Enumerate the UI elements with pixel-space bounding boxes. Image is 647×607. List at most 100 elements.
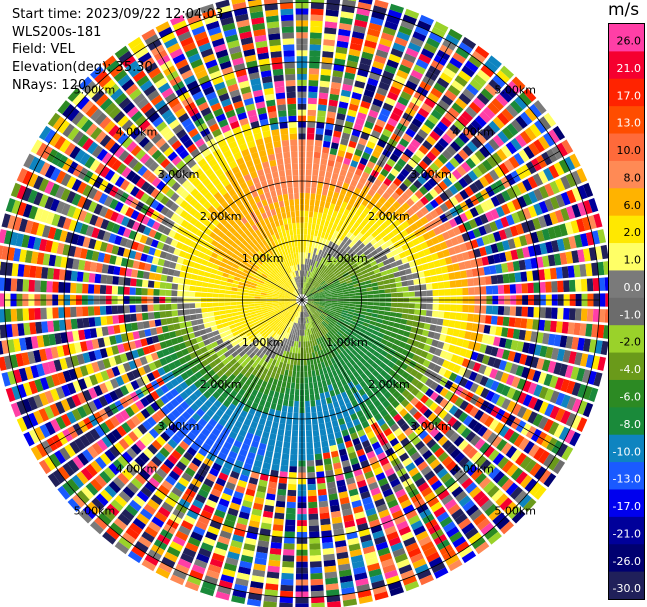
gate: [403, 536, 417, 547]
gate: [391, 266, 399, 273]
gate: [93, 240, 103, 251]
gate: [360, 365, 368, 373]
gate: [317, 288, 324, 293]
gate: [303, 341, 306, 348]
gate: [303, 288, 305, 295]
gate: [358, 415, 367, 424]
gate: [305, 347, 309, 354]
gate: [425, 254, 433, 263]
gate: [270, 371, 276, 379]
gate: [153, 249, 162, 258]
gate: [303, 276, 305, 283]
gate: [419, 574, 434, 586]
gate: [524, 258, 532, 270]
gate: [24, 250, 33, 264]
gate: [425, 388, 434, 398]
gate: [117, 246, 125, 257]
gate: [46, 307, 53, 319]
gate: [479, 343, 487, 354]
gate: [310, 307, 316, 313]
gate: [478, 225, 487, 236]
gate: [119, 237, 128, 247]
gate: [368, 72, 381, 81]
gate: [489, 325, 497, 335]
gate: [505, 445, 518, 459]
gate: [490, 275, 498, 285]
gate: [554, 178, 566, 192]
gate: [320, 74, 331, 82]
gate: [370, 238, 378, 246]
gate: [313, 298, 320, 300]
gate: [431, 562, 446, 574]
gate: [485, 198, 495, 210]
gate: [307, 301, 314, 303]
gate: [153, 424, 164, 435]
gate: [417, 461, 429, 472]
gate: [471, 451, 483, 464]
gate: [361, 347, 368, 354]
gate: [154, 273, 162, 281]
gate: [474, 216, 484, 227]
gate: [82, 505, 97, 520]
gate: [448, 372, 458, 382]
gate: [226, 436, 235, 445]
gate: [380, 324, 388, 330]
gate: [285, 513, 296, 520]
gate: [367, 381, 375, 390]
gate: [433, 332, 441, 340]
gate: [243, 543, 256, 552]
gate: [405, 509, 418, 520]
gate: [388, 336, 396, 344]
gate: [430, 109, 443, 120]
gate: [256, 404, 264, 412]
gate: [456, 356, 465, 366]
gate: [355, 474, 365, 483]
gate: [348, 241, 355, 248]
gate: [232, 534, 244, 543]
gate: [442, 273, 450, 281]
gate: [126, 482, 139, 494]
gate: [473, 248, 482, 258]
gate: [126, 447, 138, 459]
gate: [403, 330, 411, 338]
gate: [344, 176, 352, 185]
gate: [566, 189, 577, 204]
gate: [190, 254, 198, 262]
gate: [399, 270, 406, 276]
gate: [292, 328, 295, 335]
gate: [292, 309, 296, 316]
gate: [202, 317, 210, 324]
gate: [479, 375, 489, 387]
gate: [428, 346, 437, 355]
gate: [467, 278, 474, 287]
gate: [310, 364, 315, 371]
gate: [579, 323, 587, 336]
gate: [150, 327, 158, 336]
gate: [50, 346, 59, 359]
gate: [332, 210, 338, 218]
gate: [355, 272, 363, 277]
gate: [268, 559, 281, 567]
gate: [320, 271, 326, 278]
gate: [318, 170, 326, 177]
gate: [240, 375, 248, 384]
gate: [337, 304, 344, 308]
gate: [475, 132, 487, 145]
gate: [536, 358, 545, 370]
gate: [325, 296, 332, 298]
gate: [363, 89, 375, 98]
gate: [173, 344, 181, 352]
gate: [571, 250, 580, 264]
gate: [412, 272, 419, 279]
gate: [238, 281, 245, 286]
gate: [309, 531, 320, 538]
gate: [490, 315, 498, 325]
gate: [326, 475, 335, 483]
gate: [359, 235, 367, 243]
gate: [183, 514, 196, 526]
gate: [290, 301, 297, 304]
gate: [299, 305, 301, 312]
gate: [316, 375, 322, 382]
gate: [194, 292, 202, 297]
gate: [218, 472, 229, 482]
